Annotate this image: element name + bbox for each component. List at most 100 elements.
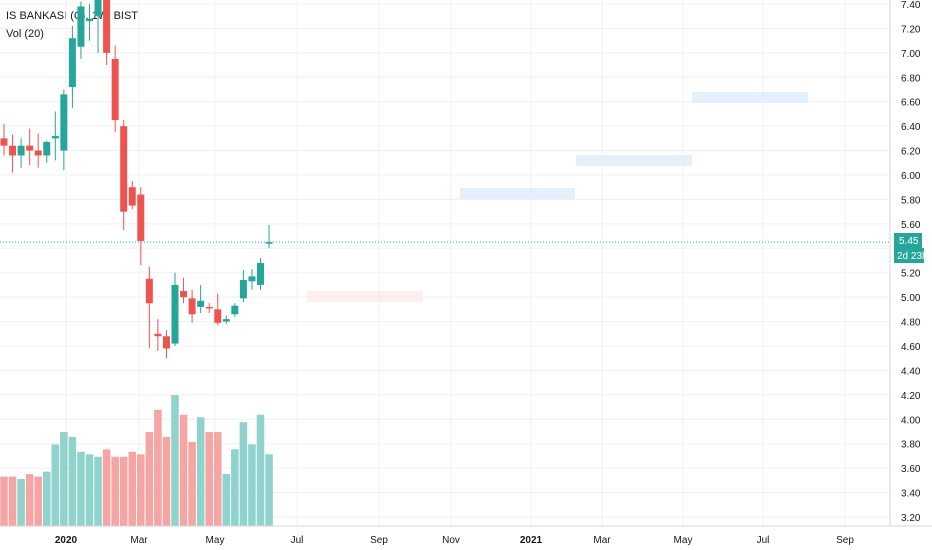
candle-body (34, 150, 42, 156)
price-tick-label: 5.60 (901, 220, 921, 231)
volume-bar (0, 476, 8, 526)
candle-body (17, 145, 25, 156)
volume-bar (196, 417, 205, 526)
candle-body (197, 300, 205, 307)
volume-bars (0, 395, 273, 526)
price-tick-label: 6.00 (901, 171, 921, 182)
volume-bar (111, 456, 119, 526)
candle-body (86, 18, 93, 22)
time-tick-label: Nov (442, 535, 460, 546)
candle-body (94, 0, 102, 17)
volume-bar (222, 474, 231, 526)
candle-body (103, 0, 111, 53)
price-tick-label: 7.40 (901, 0, 921, 11)
candle-body (77, 6, 85, 47)
candle-body (51, 135, 59, 139)
candle-body (128, 187, 136, 206)
volume-bar (265, 454, 273, 526)
time-axis[interactable]: 2020 Mar May Jul Sep Nov 2021 Mar May Jul Sep (0, 525, 932, 546)
volume-bar (213, 432, 222, 526)
projection-box-up-1 (460, 188, 575, 199)
projection-box-down (307, 291, 423, 302)
price-tick-label: 7.00 (901, 49, 921, 60)
countdown-box (894, 248, 924, 263)
candle-body (171, 284, 179, 344)
price-tick-label: 4.60 (901, 342, 921, 353)
candle-body (257, 262, 264, 285)
candle-body (180, 291, 188, 298)
volume-bar (85, 454, 94, 526)
candle-body (162, 336, 170, 349)
price-tick-label: 3.20 (901, 513, 921, 524)
candle-body (154, 333, 162, 337)
volume-bar (162, 437, 171, 526)
projection-box-up-2 (576, 155, 692, 166)
candle-body (26, 145, 34, 151)
volume-bar (119, 456, 128, 526)
volume-bar (256, 414, 265, 526)
projection-boxes (307, 92, 808, 302)
volume-bar (231, 449, 239, 526)
time-tick-label: May (674, 535, 693, 546)
price-tick-label: 6.60 (901, 98, 921, 109)
candle-body (0, 138, 8, 146)
price-tick-label: 4.20 (901, 391, 921, 402)
projection-box-up-3 (692, 92, 808, 103)
volume-bar (60, 432, 68, 526)
candle-body (9, 145, 17, 156)
candle-body (231, 305, 239, 315)
volume-bar (137, 454, 145, 526)
candle-body (145, 278, 153, 304)
time-tick-label: Jul (291, 535, 304, 546)
price-tick-label: 5.00 (901, 293, 921, 304)
time-tick-label: 2020 (55, 535, 78, 546)
time-tick-label: Jul (757, 535, 770, 546)
time-tick-label: Sep (370, 535, 388, 546)
candle-body (265, 242, 273, 244)
price-tick-label: 4.80 (901, 318, 921, 329)
price-tick-label: 6.40 (901, 122, 921, 133)
candle-body (188, 298, 196, 315)
candle-body (205, 306, 213, 309)
candle-body (248, 276, 256, 282)
volume-bar (51, 444, 60, 526)
volume-bar (205, 432, 213, 526)
price-tick-label: 3.80 (901, 440, 921, 451)
volume-bar (34, 476, 42, 526)
candle-body (239, 280, 247, 299)
volume-bar (128, 451, 137, 526)
time-tick-label: Mar (130, 535, 148, 546)
volume-bar (188, 441, 196, 526)
last-price-value: 5.45 (899, 236, 919, 247)
time-tick-label: Sep (836, 535, 854, 546)
volume-bar (94, 456, 102, 526)
volume-bar (179, 414, 188, 526)
volume-bar (154, 409, 162, 526)
volume-bar (25, 474, 34, 526)
candle-body (111, 58, 119, 121)
price-tick-label: 6.20 (901, 147, 921, 158)
countdown-value: 2d 23h (897, 251, 928, 262)
time-tick-label: 2021 (520, 535, 543, 546)
candle-body (222, 319, 230, 322)
volume-bar (8, 476, 17, 526)
price-tick-label: 3.40 (901, 489, 921, 500)
volume-bar (171, 395, 179, 526)
price-tick-label: 7.20 (901, 24, 921, 35)
last-price-tag: 5.45 2d 23h (894, 233, 928, 263)
time-tick-label: Mar (593, 535, 611, 546)
candle-body (214, 309, 222, 323)
price-tick-label: 5.80 (901, 195, 921, 206)
time-tick-label: May (206, 535, 225, 546)
candle-body (43, 142, 51, 156)
volume-label: Vol (20) (6, 28, 44, 40)
volume-bar (77, 451, 85, 526)
grid-lines (0, 0, 890, 526)
price-tick-label: 5.20 (901, 269, 921, 280)
candle-body (60, 94, 68, 151)
price-tick-label: 4.00 (901, 415, 921, 426)
price-tick-label: 4.40 (901, 366, 921, 377)
volume-bar (68, 437, 77, 526)
price-tick-label: 6.80 (901, 73, 921, 84)
